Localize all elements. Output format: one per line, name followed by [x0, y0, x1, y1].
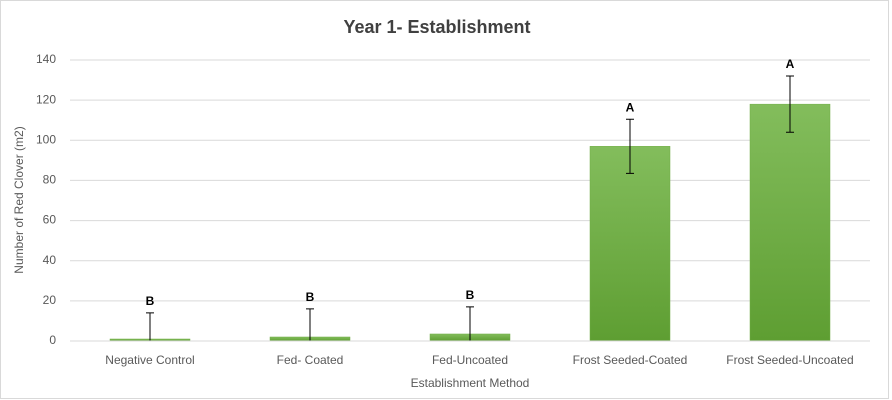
bar: [589, 146, 671, 342]
chart-title: Year 1- Establishment: [343, 17, 530, 37]
error-bar: [626, 118, 634, 174]
x-tick-label: Frost Seeded-Coated: [573, 353, 688, 367]
y-tick-label: 40: [43, 253, 57, 267]
error-bar: [146, 312, 154, 341]
bar: [749, 103, 831, 342]
y-tick-label: 100: [36, 132, 56, 146]
y-tick-label: 140: [36, 52, 56, 66]
y-axis-label: Number of Red Clover (m2): [12, 126, 26, 273]
significance-letter: B: [306, 290, 315, 304]
error-bar: [306, 308, 314, 341]
error-bar: [466, 306, 474, 341]
y-tick-label: 60: [43, 213, 57, 227]
error-bar: [786, 75, 794, 133]
significance-letter: A: [626, 100, 635, 114]
x-axis-label: Establishment Method: [411, 376, 530, 390]
x-tick-label: Fed-Uncoated: [432, 353, 508, 367]
significance-letter: B: [466, 288, 475, 302]
y-tick-label: 80: [43, 173, 57, 187]
y-tick-label: 0: [49, 333, 56, 347]
x-tick-label: Negative Control: [105, 353, 194, 367]
y-tick-label: 20: [43, 293, 57, 307]
y-tick-label: 120: [36, 92, 56, 106]
x-tick-label: Fed- Coated: [277, 353, 344, 367]
x-tick-label: Frost Seeded-Uncoated: [726, 353, 853, 367]
significance-letter: B: [146, 294, 155, 308]
significance-letter: A: [786, 57, 795, 71]
